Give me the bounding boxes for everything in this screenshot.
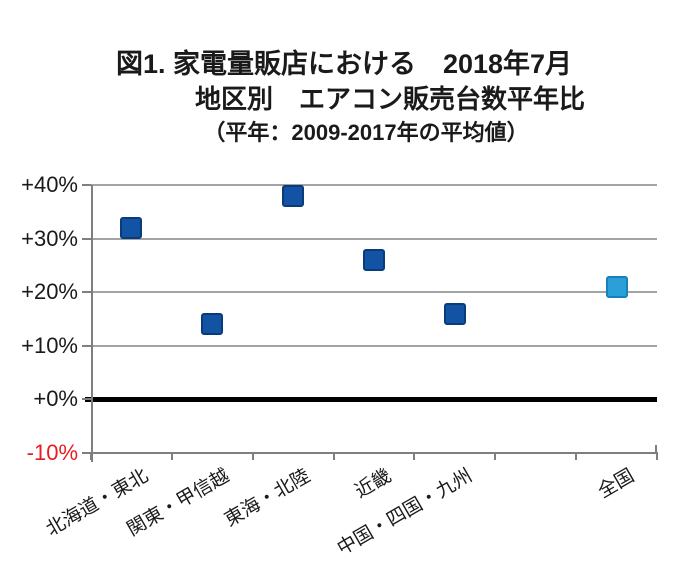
y-axis-tick-label: -10% [26, 440, 78, 465]
data-point-square [605, 275, 628, 298]
figure-title-line2: 地区別 エアコン販売台数平年比 [194, 84, 586, 114]
x-axis-tick [413, 452, 416, 460]
x-axis-tick [332, 452, 335, 460]
x-axis-category-label: 全国 [594, 465, 638, 503]
figure-subtitle: （平年：2009-2017年の平均値） [203, 120, 529, 145]
x-axis-tick [575, 452, 578, 460]
y-axis-tick-label: +0% [33, 386, 78, 412]
data-point-square [201, 313, 224, 336]
x-axis-category-label: 東海・北陸 [221, 465, 315, 532]
y-axis-tick-label: +30% [21, 225, 78, 251]
data-point-square [282, 184, 305, 207]
y-axis-tick [82, 291, 91, 294]
y-axis-tick-label: +20% [21, 279, 78, 305]
x-axis-end-tick [655, 445, 657, 453]
y-axis-tick [82, 184, 91, 186]
data-point-square [443, 302, 466, 325]
gridline [91, 291, 657, 294]
x-axis-tick [90, 452, 92, 460]
x-axis-tick [170, 452, 173, 460]
y-axis-tick [82, 398, 91, 401]
gridline [91, 344, 657, 347]
x-axis-category-label: 近畿 [351, 465, 395, 503]
y-axis-line [91, 185, 93, 462]
y-axis-tick-label: +40% [21, 172, 78, 197]
y-axis-tick [82, 344, 91, 347]
gridline [91, 237, 657, 240]
x-axis-tick [494, 452, 497, 460]
data-point-square [363, 249, 385, 272]
zero-baseline [85, 396, 657, 402]
y-axis-tick [82, 237, 91, 240]
x-axis-line [91, 452, 657, 454]
x-axis-tick [251, 452, 254, 460]
x-axis-tick [656, 452, 658, 460]
gridline [91, 184, 657, 186]
x-axis-category-label: 中国・四国・九州 [333, 465, 476, 560]
figure-title-line1: 図1. 家電量販店における 2018年7月 [115, 49, 573, 79]
y-axis-tick-label: +10% [21, 332, 78, 358]
data-point-square [120, 216, 143, 239]
y-axis-tick [82, 452, 91, 454]
